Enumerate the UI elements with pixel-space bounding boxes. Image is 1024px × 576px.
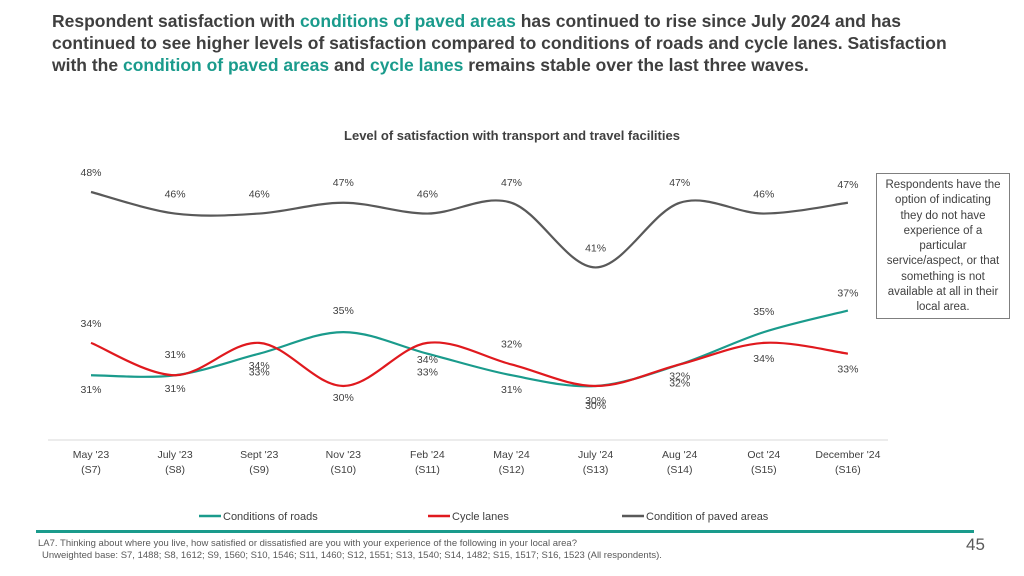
data-label-cycle-lanes: 34% [80,318,101,330]
data-label-cycle-lanes: 32% [669,370,690,382]
x-tick-label: Nov '23 (S10) [326,449,361,476]
legend-label-conditions-of-roads: Conditions of roads [223,511,318,523]
footnote: LA7. Thinking about where you live, how … [38,538,662,562]
series-line-cycle-lanes [90,341,849,388]
data-label-conditions-of-roads: 33% [249,367,270,379]
data-label-condition-of-paved-areas: 47% [669,177,690,189]
data-label-condition-of-paved-areas: 47% [501,177,522,189]
data-label-conditions-of-roads: 32% [669,377,690,389]
data-label-conditions-of-roads: 37% [837,288,858,300]
data-label-cycle-lanes: 30% [333,392,354,404]
series-line-condition-of-paved-areas [90,190,849,269]
data-label-conditions-of-roads: 35% [333,305,354,317]
x-tick-label: Feb '24 (S11) [410,449,445,476]
headline-text-4: remains stable over the last three waves… [463,55,809,75]
x-tick-label: July '24 (S13) [578,449,613,476]
data-label-condition-of-paved-areas: 46% [165,189,186,201]
data-label-conditions-of-roads: 31% [80,384,101,396]
headline-highlight-cycle-lanes: cycle lanes [369,55,464,75]
x-tick-label: May '23 (S7) [73,449,110,476]
headline-highlight-paved-areas: conditions of paved areas [299,11,516,31]
data-label-cycle-lanes: 33% [837,364,858,376]
data-label-conditions-of-roads: 30% [585,395,606,407]
legend-label-cycle-lanes: Cycle lanes [452,511,509,523]
headline-text-3: and [329,55,370,75]
data-label-cycle-lanes: 34% [249,360,270,372]
data-label-conditions-of-roads: 35% [753,306,774,318]
data-label-conditions-of-roads: 31% [501,384,522,396]
data-label-condition-of-paved-areas: 47% [333,177,354,189]
data-label-condition-of-paved-areas: 41% [585,242,606,254]
x-tick-label: July '23 (S8) [157,449,192,476]
x-tick-label: Aug '24 (S14) [662,449,697,476]
page-number: 45 [966,535,985,554]
data-label-condition-of-paved-areas: 48% [80,167,101,179]
data-label-cycle-lanes: 30% [585,400,606,412]
bottom-divider [36,530,974,533]
data-label-conditions-of-roads: 33% [417,367,438,379]
series-line-conditions-of-roads [90,309,849,388]
data-label-condition-of-paved-areas: 46% [417,189,438,201]
data-label-cycle-lanes: 34% [417,354,438,366]
headline-highlight-condition-paved: condition of paved areas [122,55,330,75]
data-label-condition-of-paved-areas: 47% [837,179,858,191]
x-tick-label: Oct '24 (S15) [747,449,780,476]
headline-text-1: Respondent satisfaction with [52,11,300,31]
footnote-question: LA7. Thinking about where you live, how … [38,538,577,549]
data-label-condition-of-paved-areas: 46% [249,189,270,201]
data-label-conditions-of-roads: 31% [165,383,186,395]
headline: Respondent satisfaction with conditions … [52,10,982,76]
chart-title: Level of satisfaction with transport and… [344,128,680,143]
note-box: Respondents have the option of indicatin… [876,173,1010,319]
footnote-base: Unweighted base: S7, 1488; S8, 1612; S9,… [42,550,662,561]
headline-text-2: has continued to rise since July 2024 an… [52,11,947,75]
x-tick-label: May '24 (S12) [493,449,530,476]
data-label-cycle-lanes: 32% [501,338,522,350]
legend-label-condition-of-paved-areas: Condition of paved areas [646,511,769,523]
x-tick-label: December '24 (S16) [815,449,880,476]
x-tick-label: Sept '23 (S9) [240,449,278,476]
data-label-cycle-lanes: 34% [753,353,774,365]
data-label-cycle-lanes: 31% [165,349,186,361]
data-label-condition-of-paved-areas: 46% [753,189,774,201]
